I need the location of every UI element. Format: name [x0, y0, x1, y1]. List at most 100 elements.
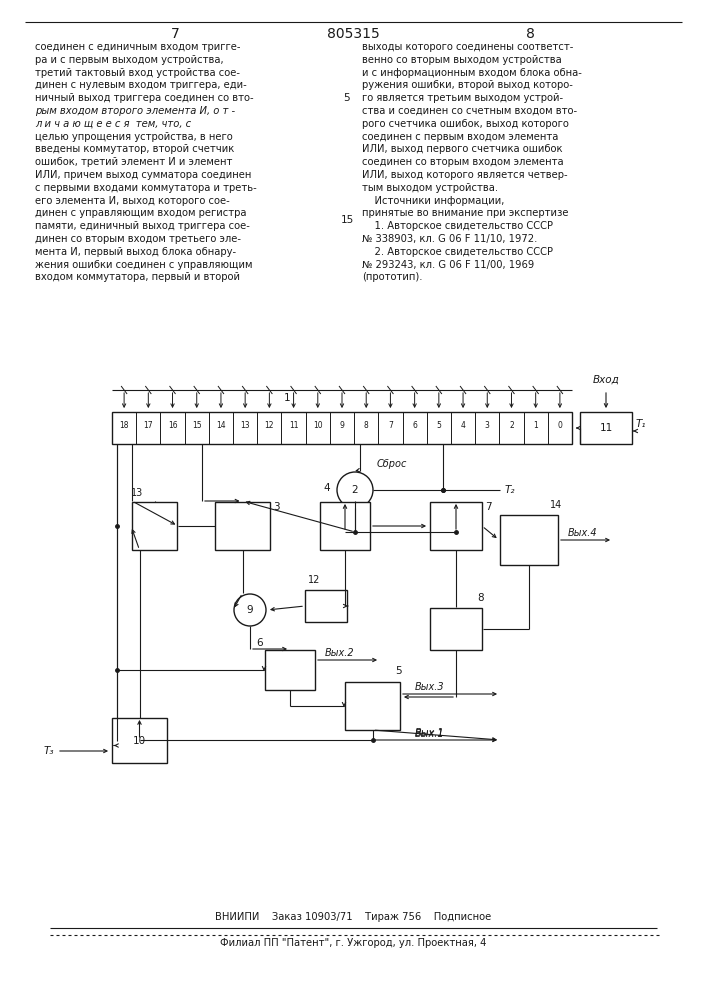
Text: T₃: T₃ — [44, 746, 54, 756]
Text: выходы которого соединены соответст-: выходы которого соединены соответст- — [362, 42, 573, 52]
Text: 10: 10 — [313, 422, 322, 430]
Text: 13: 13 — [240, 422, 250, 430]
Text: 4: 4 — [461, 422, 465, 430]
Text: 2: 2 — [509, 422, 514, 430]
Text: входом коммутатора, первый и второй: входом коммутатора, первый и второй — [35, 272, 240, 282]
Text: соединен со вторым входом элемента: соединен со вторым входом элемента — [362, 157, 563, 167]
Text: Вход: Вход — [592, 375, 619, 385]
Bar — [430, 608, 482, 650]
Text: 12: 12 — [264, 422, 274, 430]
Text: Вых.1: Вых.1 — [415, 728, 445, 738]
Text: 7: 7 — [485, 502, 491, 512]
Text: 15: 15 — [192, 422, 201, 430]
Bar — [265, 650, 315, 690]
Bar — [112, 718, 167, 763]
Text: венно со вторым выходом устройства: венно со вторым выходом устройства — [362, 55, 562, 65]
Circle shape — [234, 594, 266, 626]
Text: 5: 5 — [344, 93, 350, 103]
Text: 8: 8 — [525, 27, 534, 41]
Text: 8: 8 — [364, 422, 368, 430]
Text: 14: 14 — [216, 422, 226, 430]
Text: 9: 9 — [339, 422, 344, 430]
Text: 10: 10 — [133, 736, 146, 746]
Text: Филиал ПП "Патент", г. Ужгород, ул. Проектная, 4: Филиал ПП "Патент", г. Ужгород, ул. Прое… — [220, 938, 486, 948]
Text: 1: 1 — [284, 393, 290, 403]
Text: Вых.2: Вых.2 — [325, 648, 355, 658]
Text: ИЛИ, выход которого является четвер-: ИЛИ, выход которого является четвер- — [362, 170, 568, 180]
Text: 8: 8 — [477, 593, 484, 603]
Text: 16: 16 — [168, 422, 177, 430]
Text: рым входом второго элемента И, о т -: рым входом второго элемента И, о т - — [35, 106, 235, 116]
Text: тым выходом устройства.: тым выходом устройства. — [362, 183, 498, 193]
Text: 11: 11 — [289, 422, 298, 430]
Text: рого счетчика ошибок, выход которого: рого счетчика ошибок, выход которого — [362, 119, 569, 129]
Text: Вых.3: Вых.3 — [415, 682, 445, 692]
Bar — [112, 412, 572, 444]
Text: 4: 4 — [323, 483, 329, 493]
Text: ничный выход триггера соединен со вто-: ничный выход триггера соединен со вто- — [35, 93, 254, 103]
Text: 7: 7 — [388, 422, 393, 430]
Text: 15: 15 — [340, 215, 354, 225]
Text: ра и с первым выходом устройства,: ра и с первым выходом устройства, — [35, 55, 223, 65]
Text: и с информационным входом блока обна-: и с информационным входом блока обна- — [362, 68, 582, 78]
Text: 12: 12 — [308, 575, 320, 585]
Text: целью упрощения устройства, в него: целью упрощения устройства, в него — [35, 132, 233, 142]
Text: 1: 1 — [533, 422, 538, 430]
Text: Вых.1: Вых.1 — [415, 729, 445, 739]
Text: мента И, первый выход блока обнару-: мента И, первый выход блока обнару- — [35, 247, 236, 257]
Text: № 338903, кл. G 06 F 11/10, 1972.: № 338903, кл. G 06 F 11/10, 1972. — [362, 234, 537, 244]
Text: 6: 6 — [412, 422, 417, 430]
Bar — [430, 502, 482, 550]
Text: 18: 18 — [119, 422, 129, 430]
Text: ВНИИПИ    Заказ 10903/71    Тираж 756    Подписное: ВНИИПИ Заказ 10903/71 Тираж 756 Подписно… — [215, 912, 491, 922]
Bar — [320, 502, 370, 550]
Text: л и ч а ю щ е е с я  тем, что, с: л и ч а ю щ е е с я тем, что, с — [35, 119, 191, 129]
Text: ошибок, третий элемент И и элемент: ошибок, третий элемент И и элемент — [35, 157, 233, 167]
Text: 7: 7 — [170, 27, 180, 41]
Text: принятые во внимание при экспертизе: принятые во внимание при экспертизе — [362, 208, 568, 218]
Text: (прототип).: (прототип). — [362, 272, 423, 282]
Bar — [345, 682, 400, 730]
Text: 5: 5 — [395, 666, 402, 676]
Text: 13: 13 — [131, 488, 144, 498]
Text: 0: 0 — [557, 422, 562, 430]
Bar — [305, 590, 347, 622]
Text: памяти, единичный выход триггера сое-: памяти, единичный выход триггера сое- — [35, 221, 250, 231]
Text: Источники информации,: Источники информации, — [362, 196, 504, 206]
Text: соединен с единичным входом тригге-: соединен с единичным входом тригге- — [35, 42, 240, 52]
Text: Сброс: Сброс — [377, 459, 407, 469]
Text: динен с нулевым входом триггера, еди-: динен с нулевым входом триггера, еди- — [35, 80, 247, 90]
Bar — [580, 412, 632, 444]
Text: 6: 6 — [257, 638, 263, 648]
Text: 17: 17 — [144, 422, 153, 430]
Bar — [215, 502, 270, 550]
Text: 14: 14 — [550, 500, 562, 510]
Text: ружения ошибки, второй выход которо-: ружения ошибки, второй выход которо- — [362, 80, 573, 90]
Text: 1. Авторское свидетельство СССР: 1. Авторское свидетельство СССР — [362, 221, 553, 231]
Text: T₁: T₁ — [636, 419, 646, 429]
Text: его элемента И, выход которого сое-: его элемента И, выход которого сое- — [35, 196, 230, 206]
Text: № 293243, кл. G 06 F 11/00, 1969: № 293243, кл. G 06 F 11/00, 1969 — [362, 260, 534, 270]
Text: с первыми входами коммутатора и треть-: с первыми входами коммутатора и треть- — [35, 183, 257, 193]
Text: Вых.4: Вых.4 — [568, 528, 597, 538]
Text: динен с управляющим входом регистра: динен с управляющим входом регистра — [35, 208, 247, 218]
Circle shape — [337, 472, 373, 508]
Text: T₂: T₂ — [505, 485, 515, 495]
Text: жения ошибки соединен с управляющим: жения ошибки соединен с управляющим — [35, 260, 252, 270]
Text: 9: 9 — [247, 605, 253, 615]
Text: 2. Авторское свидетельство СССР: 2. Авторское свидетельство СССР — [362, 247, 553, 257]
Text: 3: 3 — [273, 502, 280, 512]
Text: соединен с первым входом элемента: соединен с первым входом элемента — [362, 132, 559, 142]
Text: 5: 5 — [436, 422, 441, 430]
Text: 805315: 805315 — [327, 27, 380, 41]
Text: введены коммутатор, второй счетчик: введены коммутатор, второй счетчик — [35, 144, 234, 154]
Text: ИЛИ, причем выход сумматора соединен: ИЛИ, причем выход сумматора соединен — [35, 170, 252, 180]
Text: 3: 3 — [485, 422, 490, 430]
Text: ства и соединен со счетным входом вто-: ства и соединен со счетным входом вто- — [362, 106, 577, 116]
Text: го является третьим выходом устрой-: го является третьим выходом устрой- — [362, 93, 563, 103]
Bar — [132, 502, 177, 550]
Text: 11: 11 — [600, 423, 613, 433]
Text: третий тактовый вход устройства сое-: третий тактовый вход устройства сое- — [35, 68, 240, 78]
Bar — [500, 515, 558, 565]
Text: 2: 2 — [351, 485, 358, 495]
